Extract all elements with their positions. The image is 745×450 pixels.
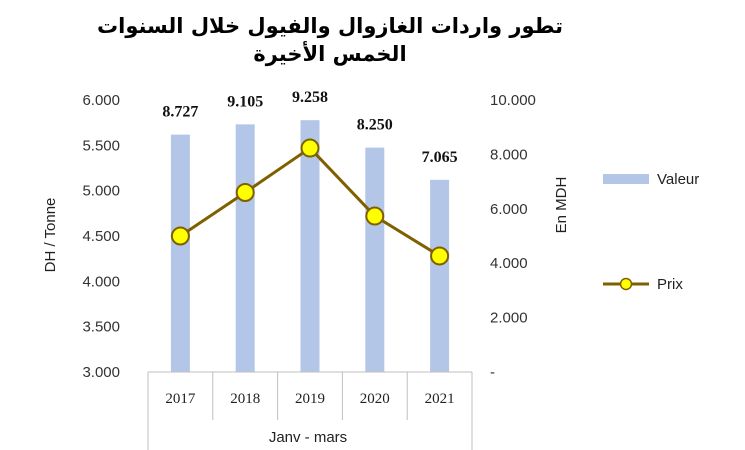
prix-marker: [365, 206, 385, 226]
bar-data-label: 7.065: [422, 149, 458, 166]
y-left-tick-label: 4.000: [82, 273, 120, 290]
y-left-tick-label: 3.000: [82, 364, 120, 381]
bar: [430, 179, 450, 372]
bar: [365, 147, 385, 372]
y-right-tick-label: 6.000: [490, 201, 528, 218]
y-left-tick-label: 6.000: [82, 92, 120, 109]
legend-marker-prix: [619, 277, 633, 291]
line-series-prix: [170, 138, 450, 266]
x-tick-label: 2017: [165, 391, 196, 407]
x-tick-label: 2021: [425, 391, 455, 407]
bar-data-label: 8.727: [162, 104, 198, 121]
bar-data-label: 9.258: [292, 89, 328, 106]
x-tick-label: 2019: [295, 391, 325, 407]
bar-data-labels: 8.727 9.105 9.258 8.250 7.065: [162, 89, 457, 166]
bar: [235, 124, 255, 373]
y-right-tick-label: 4.000: [490, 255, 528, 272]
y-left-axis-title: DH / Tonne: [42, 198, 59, 273]
prix-marker: [300, 138, 320, 158]
x-axis: 2017 2018 2019 2020 2021: [147, 371, 473, 450]
y-right-tick-label: -: [490, 364, 495, 381]
y-left-tick-label: 3.500: [82, 319, 120, 336]
y-right-tick-label: 10.000: [490, 92, 536, 109]
x-tick-label: 2018: [230, 391, 260, 407]
legend-swatch-valeur: [603, 174, 649, 184]
chart-title-line2: الخمس الأخيرة: [253, 40, 406, 66]
y-left-tick-label: 4.500: [82, 228, 120, 245]
y-right-axis: 10.000 8.000 6.000 4.000 2.000 -: [490, 92, 536, 381]
y-right-tick-label: 2.000: [490, 310, 528, 327]
chart-title-line1: تطور واردات الغازوال والفيول خلال السنوا…: [97, 14, 563, 38]
legend-label-valeur: Valeur: [657, 171, 699, 188]
y-left-tick-label: 5.000: [82, 183, 120, 200]
y-left-axis: 6.000 5.500 5.000 4.500 4.000 3.500 3.000: [82, 92, 120, 381]
prix-marker: [170, 226, 190, 246]
legend: Valeur Prix: [603, 171, 699, 293]
bar-data-label: 8.250: [357, 117, 393, 134]
prix-marker: [235, 182, 255, 202]
y-right-axis-title: En MDH: [553, 177, 570, 234]
x-tick-label: 2020: [360, 391, 390, 407]
x-axis-group-label: Janv - mars: [269, 429, 347, 446]
prix-marker: [430, 246, 450, 266]
y-left-tick-label: 5.500: [82, 137, 120, 154]
legend-label-prix: Prix: [657, 276, 683, 293]
y-right-tick-label: 8.000: [490, 146, 528, 163]
bar: [300, 120, 320, 372]
bar: [170, 134, 190, 372]
bar-data-label: 9.105: [227, 93, 263, 110]
bar-series-valeur: [170, 120, 450, 373]
